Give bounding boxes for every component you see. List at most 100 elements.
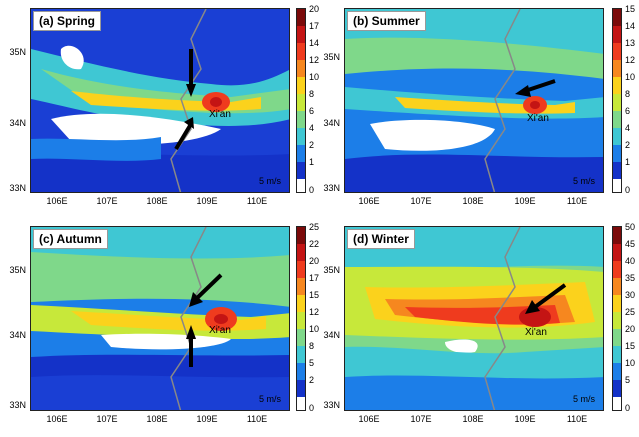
x-tick: 107E — [410, 414, 432, 424]
x-tick: 109E — [196, 196, 218, 206]
colorbar-tick: 6 — [625, 106, 631, 116]
colorbar-tick: 13 — [625, 38, 636, 48]
y-tick: 33N — [9, 400, 26, 410]
colorbar-summer — [612, 8, 622, 193]
x-tick: 106E — [46, 196, 68, 206]
y-tick: 34N — [9, 118, 26, 128]
x-tick: 106E — [46, 414, 68, 424]
colorbar-tick: 15 — [309, 290, 320, 300]
colorbar-tick: 12 — [309, 55, 320, 65]
colorbar-tick: 10 — [625, 72, 636, 82]
map-winter: (d) Winter Xi'an 5 m/s — [344, 226, 604, 411]
x-tick: 108E — [146, 196, 168, 206]
y-tick: 35N — [9, 47, 26, 57]
colorbar-tick: 50 — [625, 222, 636, 232]
y-tick: 34N — [9, 330, 26, 340]
colorbar-tick: 4 — [309, 123, 315, 133]
city-label: Xi'an — [527, 113, 549, 124]
y-tick: 35N — [323, 52, 340, 62]
field-autumn — [31, 227, 289, 410]
colorbar-tick: 0 — [309, 403, 315, 413]
colorbar-tick: 12 — [309, 307, 320, 317]
colorbar-tick: 0 — [625, 185, 631, 195]
colorbar-tick: 5 — [309, 358, 315, 368]
panel-label: (b) Summer — [347, 11, 426, 31]
colorbar-tick: 35 — [625, 273, 636, 283]
colorbar-spring — [296, 8, 306, 193]
colorbar-tick: 5 — [625, 375, 631, 385]
y-tick: 33N — [9, 183, 26, 193]
colorbar-tick: 6 — [309, 106, 315, 116]
x-tick: 106E — [358, 196, 380, 206]
colorbar-tick: 0 — [309, 185, 315, 195]
x-tick: 108E — [146, 414, 168, 424]
colorbar-tick: 8 — [309, 89, 315, 99]
map-autumn: (c) Autumn Xi'an 5 m/s — [30, 226, 290, 411]
panel-label: (c) Autumn — [33, 229, 108, 249]
panel-label: (a) Spring — [33, 11, 101, 31]
colorbar-tick: 25 — [309, 222, 320, 232]
city-label: Xi'an — [209, 325, 231, 336]
colorbar-tick: 8 — [625, 89, 631, 99]
x-tick: 107E — [96, 414, 118, 424]
colorbar-tick: 1 — [625, 157, 631, 167]
x-tick: 106E — [358, 414, 380, 424]
city-label: Xi'an — [209, 109, 231, 120]
colorbar-tick: 17 — [309, 21, 320, 31]
colorbar-tick: 20 — [625, 324, 636, 334]
colorbar-tick: 15 — [625, 341, 636, 351]
colorbar-tick: 40 — [625, 256, 636, 266]
colorbar-tick: 22 — [309, 239, 320, 249]
x-tick: 109E — [196, 414, 218, 424]
colorbar-tick: 10 — [625, 358, 636, 368]
colorbar-tick: 20 — [309, 256, 320, 266]
colorbar-tick: 10 — [309, 324, 320, 334]
colorbar-tick: 1 — [309, 157, 315, 167]
y-tick: 33N — [323, 400, 340, 410]
colorbar-tick: 12 — [625, 55, 636, 65]
x-tick: 108E — [462, 196, 484, 206]
y-tick: 34N — [323, 330, 340, 340]
y-tick: 35N — [9, 265, 26, 275]
colorbar-winter — [612, 226, 622, 411]
colorbar-tick: 2 — [309, 375, 315, 385]
reference-vector-label: 5 m/s — [258, 176, 281, 186]
x-tick: 107E — [96, 196, 118, 206]
colorbar-tick: 30 — [625, 290, 636, 300]
panel-label: (d) Winter — [347, 229, 415, 249]
y-tick: 35N — [323, 265, 340, 275]
colorbar-tick: 20 — [309, 4, 320, 14]
colorbar-tick: 14 — [625, 21, 636, 31]
x-tick: 110E — [246, 414, 268, 424]
colorbar-tick: 14 — [309, 38, 320, 48]
x-tick: 107E — [410, 196, 432, 206]
colorbar-tick: 10 — [309, 72, 320, 82]
x-tick: 110E — [566, 414, 588, 424]
colorbar-tick: 25 — [625, 307, 636, 317]
colorbar-tick: 45 — [625, 239, 636, 249]
y-tick: 33N — [323, 183, 340, 193]
city-label: Xi'an — [525, 327, 547, 338]
y-tick: 34N — [323, 118, 340, 128]
colorbar-tick: 2 — [625, 140, 631, 150]
colorbar-autumn — [296, 226, 306, 411]
colorbar-tick: 15 — [625, 4, 636, 14]
x-tick: 109E — [514, 414, 536, 424]
field-spring — [31, 9, 289, 192]
colorbar-tick: 8 — [309, 341, 315, 351]
x-tick: 108E — [462, 414, 484, 424]
reference-vector-label: 5 m/s — [258, 394, 281, 404]
x-tick: 110E — [566, 196, 588, 206]
colorbar-tick: 2 — [309, 140, 315, 150]
colorbar-tick: 0 — [625, 403, 631, 413]
field-summer — [345, 9, 603, 192]
map-summer: (b) Summer Xi'an 5 m/s — [344, 8, 604, 193]
field-winter — [345, 227, 603, 410]
x-tick: 109E — [514, 196, 536, 206]
colorbar-tick: 17 — [309, 273, 320, 283]
x-tick: 110E — [246, 196, 268, 206]
colorbar-tick: 4 — [625, 123, 631, 133]
map-spring: (a) Spring Xi'an 5 m/s — [30, 8, 290, 193]
reference-vector-label: 5 m/s — [572, 176, 595, 186]
reference-vector-label: 5 m/s — [572, 394, 595, 404]
